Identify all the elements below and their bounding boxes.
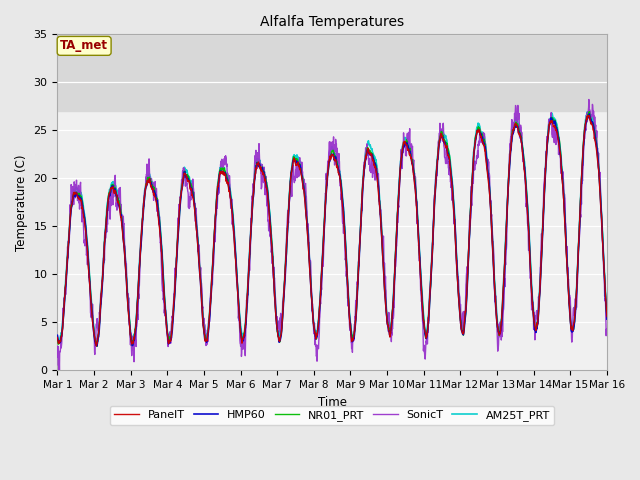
- NR01_PRT: [492, 303, 500, 309]
- NR01_PRT: [603, 312, 611, 318]
- AM25T_PRT: [583, 109, 591, 115]
- SonicT: [603, 328, 611, 334]
- AM25T_PRT: [348, 334, 356, 339]
- NR01_PRT: [555, 134, 563, 140]
- AM25T_PRT: [492, 299, 500, 305]
- SonicT: [555, 152, 563, 157]
- AM25T_PRT: [207, 291, 215, 297]
- Bar: [58, 35, 607, 111]
- NR01_PRT: [360, 168, 368, 173]
- SonicT: [585, 96, 593, 102]
- HMP60: [348, 339, 356, 345]
- SonicT: [360, 165, 368, 170]
- AM25T_PRT: [54, 335, 61, 341]
- AM25T_PRT: [93, 340, 100, 346]
- PanelT: [348, 338, 356, 344]
- PanelT: [93, 343, 100, 349]
- Line: NR01_PRT: NR01_PRT: [58, 112, 607, 346]
- PanelT: [492, 307, 500, 312]
- NR01_PRT: [207, 294, 215, 300]
- SonicT: [54, 344, 61, 349]
- HMP60: [93, 343, 100, 349]
- PanelT: [207, 294, 215, 300]
- SonicT: [570, 305, 578, 311]
- Text: TA_met: TA_met: [60, 39, 108, 52]
- NR01_PRT: [586, 109, 593, 115]
- AM25T_PRT: [555, 133, 563, 139]
- AM25T_PRT: [570, 319, 578, 324]
- Title: Alfalfa Temperatures: Alfalfa Temperatures: [260, 15, 404, 29]
- X-axis label: Time: Time: [317, 396, 347, 408]
- SonicT: [492, 304, 500, 310]
- HMP60: [360, 169, 368, 175]
- SonicT: [207, 294, 215, 300]
- NR01_PRT: [570, 324, 578, 330]
- HMP60: [492, 307, 500, 313]
- Line: AM25T_PRT: AM25T_PRT: [58, 112, 607, 343]
- SonicT: [55, 368, 63, 373]
- NR01_PRT: [54, 337, 61, 343]
- NR01_PRT: [348, 336, 356, 342]
- PanelT: [603, 314, 611, 320]
- SonicT: [348, 344, 356, 349]
- PanelT: [360, 166, 368, 171]
- Line: HMP60: HMP60: [58, 114, 607, 346]
- Y-axis label: Temperature (C): Temperature (C): [15, 154, 28, 251]
- HMP60: [555, 137, 563, 143]
- HMP60: [207, 295, 215, 301]
- PanelT: [54, 335, 61, 340]
- HMP60: [570, 324, 578, 330]
- PanelT: [555, 139, 563, 145]
- Line: SonicT: SonicT: [58, 99, 607, 371]
- HMP60: [54, 333, 61, 338]
- Line: PanelT: PanelT: [58, 116, 607, 346]
- Legend: PanelT, HMP60, NR01_PRT, SonicT, AM25T_PRT: PanelT, HMP60, NR01_PRT, SonicT, AM25T_P…: [110, 406, 554, 425]
- HMP60: [586, 111, 593, 117]
- AM25T_PRT: [360, 163, 368, 169]
- HMP60: [603, 316, 611, 322]
- NR01_PRT: [93, 343, 101, 349]
- AM25T_PRT: [603, 312, 611, 318]
- PanelT: [584, 113, 592, 119]
- PanelT: [570, 320, 578, 326]
